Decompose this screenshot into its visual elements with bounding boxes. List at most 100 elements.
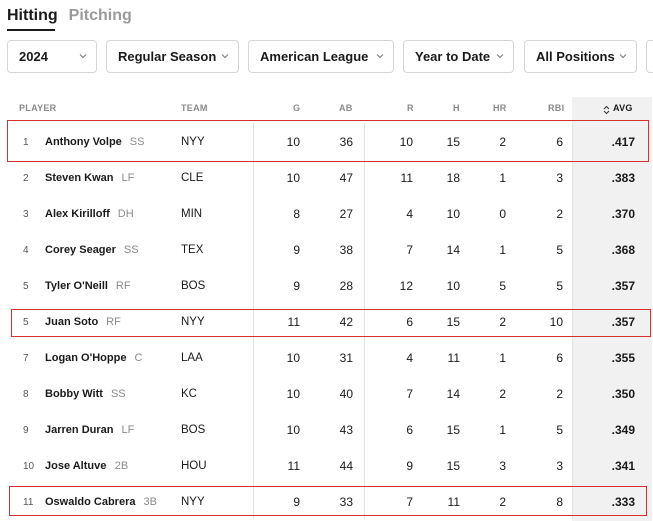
filter-dropdown-0[interactable]: 2024 [7, 40, 97, 73]
player-rank: 8 [23, 389, 29, 400]
tab-pitching-label: Pitching [68, 7, 132, 24]
col-header-r[interactable]: R [407, 103, 414, 113]
player-position: 3B [143, 496, 157, 508]
player-position: DH [117, 208, 134, 220]
column-divider [253, 231, 254, 267]
stat-avg: .357 [611, 315, 635, 329]
player-name[interactable]: Bobby Witt [45, 388, 103, 400]
player-rank: 9 [23, 425, 29, 436]
stat-ab: 43 [339, 423, 353, 437]
player-team: KC [181, 388, 197, 400]
stat-avg: .349 [611, 423, 635, 437]
player-name[interactable]: Tyler O'Neill [45, 280, 108, 292]
stat-rbi: 2 [556, 207, 563, 221]
stat-hr: 1 [499, 243, 506, 257]
filter-dropdown-4[interactable]: All Positions [524, 40, 637, 73]
table-row[interactable]: 5 Juan Soto RF NYY 11 42 6 15 2 10 .357 [7, 303, 653, 339]
player-name[interactable]: Anthony Volpe [45, 136, 122, 148]
column-divider [572, 123, 573, 159]
player-rank: 5 [23, 281, 29, 292]
col-header-g[interactable]: G [293, 103, 301, 113]
col-header-team[interactable]: TEAM [181, 103, 208, 113]
table-row[interactable]: 9 Jarren Duran LF BOS 10 43 6 15 1 5.349 [7, 411, 653, 447]
stat-g: 9 [293, 243, 300, 257]
stat-hr: 1 [499, 171, 506, 185]
col-header-avg[interactable]: AVG [613, 103, 633, 113]
filter-dropdown-3[interactable]: Year to Date [403, 40, 514, 73]
table-row[interactable]: 2 Steven Kwan LF CLE 10 47 11 18 1 3 .383 [7, 159, 653, 195]
sort-icon[interactable] [603, 105, 610, 115]
tab-hitting[interactable]: Hitting [7, 6, 58, 31]
column-divider [572, 195, 573, 231]
column-divider [364, 339, 365, 375]
table-row[interactable]: 10 Jose Altuve 2B HOU 11 44 9 15 3 3 .341 [7, 447, 653, 483]
stat-hr: 2 [499, 387, 506, 401]
column-divider [364, 123, 365, 159]
stat-r: 4 [406, 351, 413, 365]
active-tab-underline [7, 29, 55, 31]
stat-h: 15 [446, 459, 460, 473]
column-divider [572, 303, 573, 339]
col-header-rbi[interactable]: RBI [548, 103, 565, 113]
stat-r: 7 [406, 495, 413, 509]
col-header-ab[interactable]: AB [339, 103, 353, 113]
table-row[interactable]: 1 Anthony Volpe SS NYY 10 36 10 15 2 6 .417 [7, 123, 653, 159]
player-team: BOS [181, 280, 206, 292]
col-header-player[interactable]: PLAYER [19, 103, 57, 113]
stat-ab: 42 [339, 315, 353, 329]
stat-ab: 36 [339, 135, 353, 149]
stat-hr: 2 [499, 135, 506, 149]
stat-avg: .357 [611, 279, 635, 293]
tab-pitching[interactable]: Pitching [69, 6, 132, 30]
player-rank: 10 [23, 461, 35, 472]
stat-ab: 40 [339, 387, 353, 401]
player-name[interactable]: Alex Kirilloff [45, 208, 110, 220]
player-position: SS [110, 388, 126, 400]
stat-avg: .368 [611, 243, 635, 257]
column-divider [253, 375, 254, 411]
filter-dropdown-1[interactable]: Regular Season [106, 40, 239, 73]
stat-avg: .350 [611, 387, 635, 401]
column-divider [572, 159, 573, 195]
player-name[interactable]: Jose Altuve [45, 460, 107, 472]
table-row[interactable]: 7 Logan O'Hoppe C LAA 10 31 4 11 1 6.355 [7, 339, 653, 375]
stat-h: 15 [446, 135, 460, 149]
stat-ab: 47 [339, 171, 353, 185]
table-row[interactable]: 4 Corey Seager SS TEX 9 38 7 14 1 5 .368 [7, 231, 653, 267]
stat-r: 4 [406, 207, 413, 221]
player-name[interactable]: Juan Soto [45, 316, 99, 328]
player-name[interactable]: Oswaldo Cabrera [45, 496, 136, 508]
stat-g: 10 [286, 171, 300, 185]
column-divider [364, 267, 365, 303]
chevron-down-icon [221, 54, 229, 59]
player-position: LF [121, 172, 135, 184]
table-row[interactable]: 8 Bobby Witt SS KC 10 40 7 14 2 2 .350 [7, 375, 653, 411]
player-name[interactable]: Jarren Duran [45, 424, 114, 436]
col-header-h[interactable]: H [453, 103, 460, 113]
stat-h: 14 [446, 243, 460, 257]
stat-ab: 38 [339, 243, 353, 257]
stat-ab: 27 [339, 207, 353, 221]
stat-r: 6 [406, 423, 413, 437]
player-name[interactable]: Steven Kwan [45, 172, 114, 184]
player-position: SS [123, 244, 139, 256]
filter-dropdown-label: 2024 [19, 49, 48, 64]
col-header-hr[interactable]: HR [493, 103, 507, 113]
stat-avg: .341 [611, 459, 635, 473]
stat-h: 10 [446, 207, 460, 221]
player-position: SS [129, 136, 145, 148]
stat-g: 10 [286, 351, 300, 365]
table-row[interactable]: 3 Alex Kirilloff DH MIN 8 27 4 10 0 2 .370 [7, 195, 653, 231]
player-position: 2B [114, 460, 129, 472]
filter-dropdown-2[interactable]: American League [248, 40, 394, 73]
stat-h: 15 [446, 315, 460, 329]
stat-g: 11 [287, 315, 300, 329]
next-filter-partial[interactable] [646, 40, 653, 73]
table-row[interactable]: 5 Tyler O'Neill RF BOS 9 28 12 10 5 5 .357 [7, 267, 653, 303]
stat-ab: 33 [339, 495, 353, 509]
player-rank: 5 [23, 317, 29, 328]
stat-rbi: 5 [556, 423, 563, 437]
player-name[interactable]: Logan O'Hoppe [45, 352, 127, 364]
table-row[interactable]: 11 Oswaldo Cabrera 3B NYY 9 33 7 11 2 8 .333 [7, 483, 653, 519]
player-name[interactable]: Corey Seager [45, 244, 116, 256]
